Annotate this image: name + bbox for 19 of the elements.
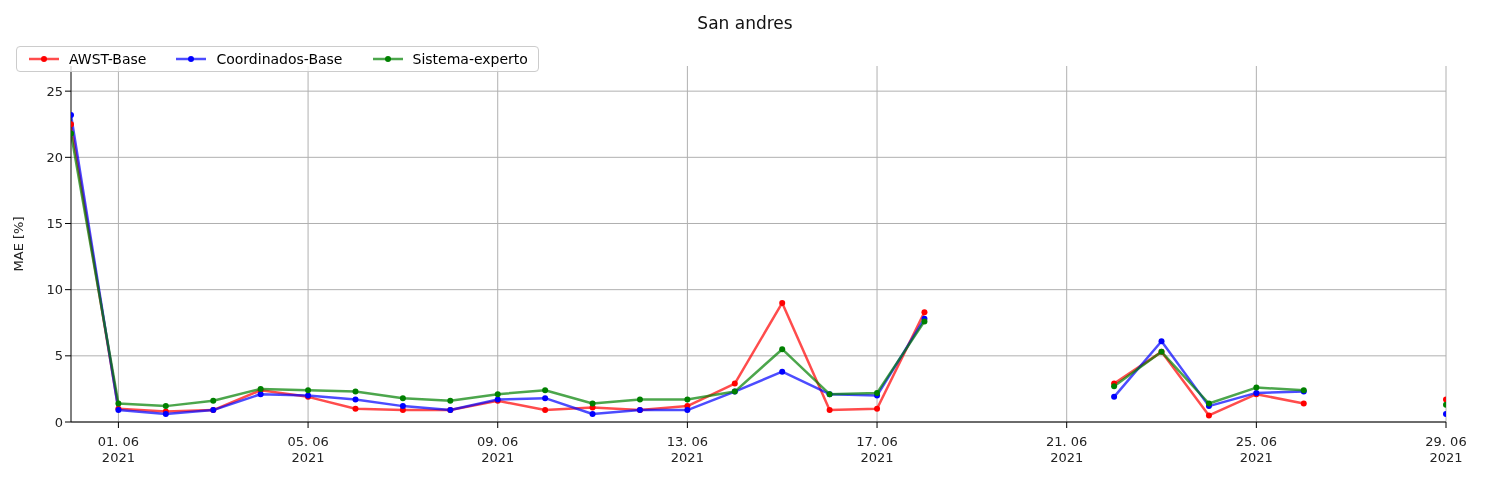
x-tick-label: 25. 06 2021: [1235, 433, 1278, 465]
y-axis-title: MAE [%]: [10, 216, 26, 272]
y-tick-label: 0: [54, 414, 63, 430]
y-tick-label: 20: [46, 149, 63, 165]
y-tick-label: 10: [46, 282, 63, 298]
legend-label: AWST-Base: [68, 51, 147, 67]
legend-label: Coordinados-Base: [215, 51, 343, 67]
y-tick-label: 25: [46, 83, 63, 99]
x-tick-label: 17. 06 2021: [856, 433, 898, 465]
x-tick-label: 21. 06 2021: [1046, 433, 1088, 465]
y-tick-label: 15: [46, 216, 63, 232]
chart-title: San andres: [696, 12, 794, 35]
y-tick-label: 5: [54, 348, 63, 364]
legend-label: Sistema-experto: [411, 51, 528, 67]
x-tick-label: 05. 06 2021: [287, 433, 329, 465]
x-tick-label: 01. 06 2021: [97, 433, 140, 465]
x-tick-label: 29. 06 2021: [1425, 433, 1467, 465]
x-tick-label: 09. 06 2021: [477, 433, 519, 465]
x-tick-label: 13. 06 2021: [666, 433, 709, 465]
